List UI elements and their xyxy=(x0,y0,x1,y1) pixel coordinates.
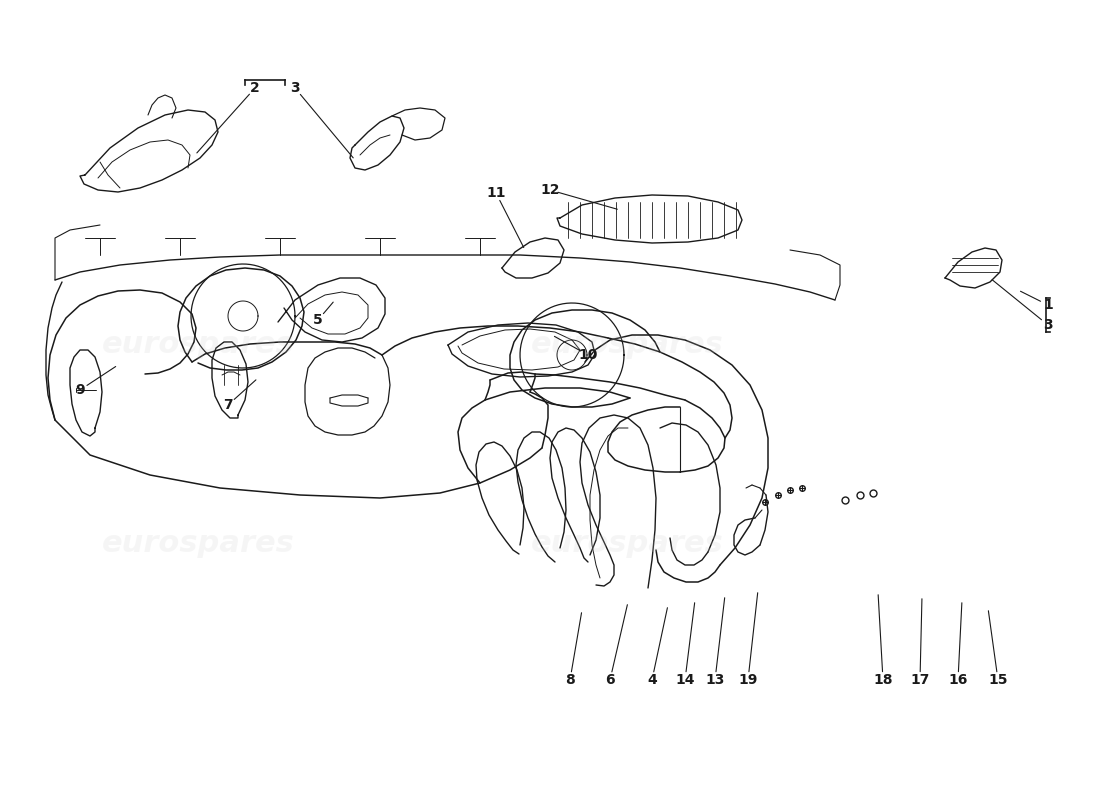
Text: 7: 7 xyxy=(223,398,233,412)
Text: 19: 19 xyxy=(738,673,758,687)
Text: 6: 6 xyxy=(605,673,615,687)
Text: eurospares: eurospares xyxy=(530,530,724,558)
Text: 15: 15 xyxy=(988,673,1008,687)
Text: 1: 1 xyxy=(1043,298,1053,312)
Text: 5: 5 xyxy=(314,313,323,327)
Text: 9: 9 xyxy=(75,383,85,397)
Text: 12: 12 xyxy=(540,183,560,197)
Text: eurospares: eurospares xyxy=(101,530,295,558)
Text: 18: 18 xyxy=(873,673,893,687)
Text: 16: 16 xyxy=(948,673,968,687)
Text: 3: 3 xyxy=(1043,318,1053,332)
Text: 8: 8 xyxy=(565,673,575,687)
Text: 14: 14 xyxy=(675,673,695,687)
Text: 13: 13 xyxy=(705,673,725,687)
Text: 2: 2 xyxy=(250,81,260,95)
Text: 17: 17 xyxy=(911,673,930,687)
Text: eurospares: eurospares xyxy=(530,330,724,358)
Text: 10: 10 xyxy=(579,348,597,362)
Text: 3: 3 xyxy=(290,81,300,95)
Text: 11: 11 xyxy=(486,186,506,200)
Text: 4: 4 xyxy=(647,673,657,687)
Text: eurospares: eurospares xyxy=(101,330,295,358)
